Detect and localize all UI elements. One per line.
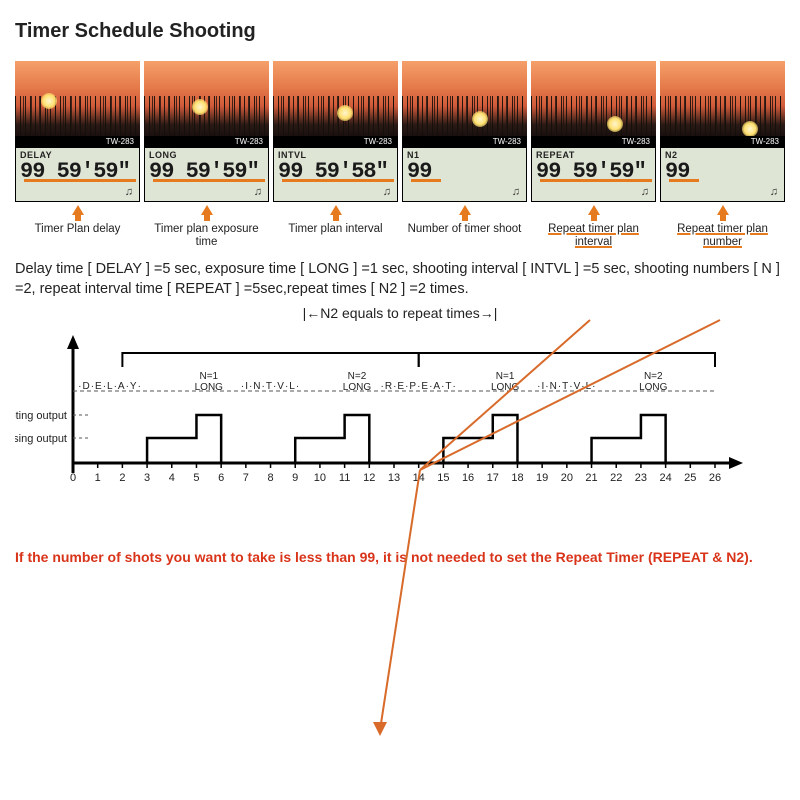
model-label: TW-283	[748, 137, 782, 146]
svg-text:17: 17	[487, 472, 499, 484]
arrow-up-icon	[201, 205, 213, 215]
sunset-thumb	[402, 61, 527, 136]
lcd-display: TW-283 INTVL 99 59'58" ♫	[273, 147, 398, 202]
svg-text:N=2: N=2	[348, 371, 367, 382]
panel-caption: Repeat timer plan interval	[531, 223, 656, 249]
sunset-thumb	[144, 61, 269, 136]
music-icon: ♫	[770, 186, 778, 198]
svg-text:11: 11	[339, 472, 350, 484]
music-icon: ♫	[125, 186, 133, 198]
repeat-footnote: If the number of shots you want to take …	[15, 549, 785, 565]
svg-text:1: 1	[95, 472, 101, 484]
lcd-digits: 99 59'59"	[149, 160, 264, 184]
svg-text:24: 24	[659, 472, 671, 484]
model-label: TW-283	[103, 137, 137, 146]
arrow-up-icon	[330, 205, 342, 215]
svg-text:LONG: LONG	[639, 382, 668, 393]
model-label: TW-283	[490, 137, 524, 146]
lcd-display: TW-283 REPEAT 99 59'59" ♫	[531, 147, 656, 202]
svg-text:Shooting output: Shooting output	[15, 410, 67, 422]
panel-caption: Timer Plan delay	[15, 223, 140, 236]
svg-text:26: 26	[709, 472, 721, 484]
music-icon: ♫	[512, 186, 520, 198]
svg-text:6: 6	[218, 472, 224, 484]
panel-caption: Number of timer shoot	[402, 223, 527, 236]
page-title: Timer Schedule Shooting	[15, 20, 785, 43]
svg-text:7: 7	[243, 472, 249, 484]
svg-text:22: 22	[610, 472, 622, 484]
panel-caption: Timer plan exposure time	[144, 223, 269, 249]
model-label: TW-283	[619, 137, 653, 146]
model-label: TW-283	[361, 137, 395, 146]
svg-text:·R·E·P·E·A·T·: ·R·E·P·E·A·T·	[381, 381, 457, 392]
svg-text:19: 19	[536, 472, 548, 484]
svg-text:4: 4	[169, 472, 175, 484]
music-icon: ♫	[254, 186, 262, 198]
svg-text:21: 21	[585, 472, 597, 484]
lcd-display: TW-283 DELAY 99 59'59" ♫	[15, 147, 140, 202]
panel-intvl: TW-283 INTVL 99 59'58" ♫ Timer plan inte…	[273, 61, 398, 249]
svg-text:18: 18	[511, 472, 523, 484]
arrow-up-icon	[717, 205, 729, 215]
arrow-up-icon	[588, 205, 600, 215]
svg-text:8: 8	[267, 472, 273, 484]
svg-text:12: 12	[363, 472, 375, 484]
svg-text:·I·N·T·V·L·: ·I·N·T·V·L·	[241, 381, 300, 392]
panel-n2: TW-283 N2 99 ♫ Repeat timer plan number	[660, 61, 785, 249]
sunset-thumb	[273, 61, 398, 136]
model-label: TW-283	[232, 137, 266, 146]
panel-n1: TW-283 N1 99 ♫ Number of timer shoot	[402, 61, 527, 249]
svg-text:23: 23	[635, 472, 647, 484]
sunset-thumb	[660, 61, 785, 136]
panel-long: TW-283 LONG 99 59'59" ♫ Timer plan expos…	[144, 61, 269, 249]
panel-repeat: TW-283 REPEAT 99 59'59" ♫ Repeat timer p…	[531, 61, 656, 249]
lcd-display: TW-283 N2 99 ♫	[660, 147, 785, 202]
svg-text:N=1: N=1	[496, 371, 515, 382]
svg-text:10: 10	[314, 472, 326, 484]
svg-text:2: 2	[119, 472, 125, 484]
svg-text:Focusing output: Focusing output	[15, 433, 67, 445]
panel-delay: TW-283 DELAY 99 59'59" ♫ Timer Plan dela…	[15, 61, 140, 249]
svg-text:9: 9	[292, 472, 298, 484]
arrow-up-icon	[459, 205, 471, 215]
svg-text:5: 5	[193, 472, 199, 484]
settings-description: Delay time [ DELAY ] =5 sec, exposure ti…	[15, 259, 785, 299]
lcd-display: TW-283 LONG 99 59'59" ♫	[144, 147, 269, 202]
panel-caption: Repeat timer plan number	[660, 223, 785, 249]
panel-caption: Timer plan interval	[273, 223, 398, 236]
lcd-display: TW-283 N1 99 ♫	[402, 147, 527, 202]
n2-repeat-label: |←N2 equals to repeat times→|	[15, 305, 785, 321]
timing-chart: 0123456789101112131415161718192021222324…	[15, 323, 785, 543]
svg-text:16: 16	[462, 472, 474, 484]
panel-row: TW-283 DELAY 99 59'59" ♫ Timer Plan dela…	[15, 61, 785, 249]
music-icon: ♫	[383, 186, 391, 198]
svg-text:3: 3	[144, 472, 150, 484]
svg-text:N=1: N=1	[199, 371, 218, 382]
svg-text:LONG: LONG	[343, 382, 372, 393]
svg-text:LONG: LONG	[195, 382, 224, 393]
sunset-thumb	[15, 61, 140, 136]
svg-text:25: 25	[684, 472, 696, 484]
svg-text:15: 15	[437, 472, 449, 484]
svg-text:20: 20	[561, 472, 573, 484]
lcd-digits: 99 59'59"	[20, 160, 135, 184]
lcd-digits: 99	[665, 160, 780, 184]
lcd-digits: 99 59'58"	[278, 160, 393, 184]
sunset-thumb	[531, 61, 656, 136]
svg-text:N=2: N=2	[644, 371, 663, 382]
svg-text:LONG: LONG	[491, 382, 520, 393]
svg-text:·I·N·T·V·L·: ·I·N·T·V·L·	[537, 381, 596, 392]
svg-text:14: 14	[413, 472, 425, 484]
svg-text:0: 0	[70, 472, 76, 484]
lcd-digits: 99	[407, 160, 522, 184]
lcd-digits: 99 59'59"	[536, 160, 651, 184]
svg-text:13: 13	[388, 472, 400, 484]
music-icon: ♫	[641, 186, 649, 198]
arrow-up-icon	[72, 205, 84, 215]
svg-text:·D·E·L·A·Y·: ·D·E·L·A·Y·	[78, 381, 142, 392]
